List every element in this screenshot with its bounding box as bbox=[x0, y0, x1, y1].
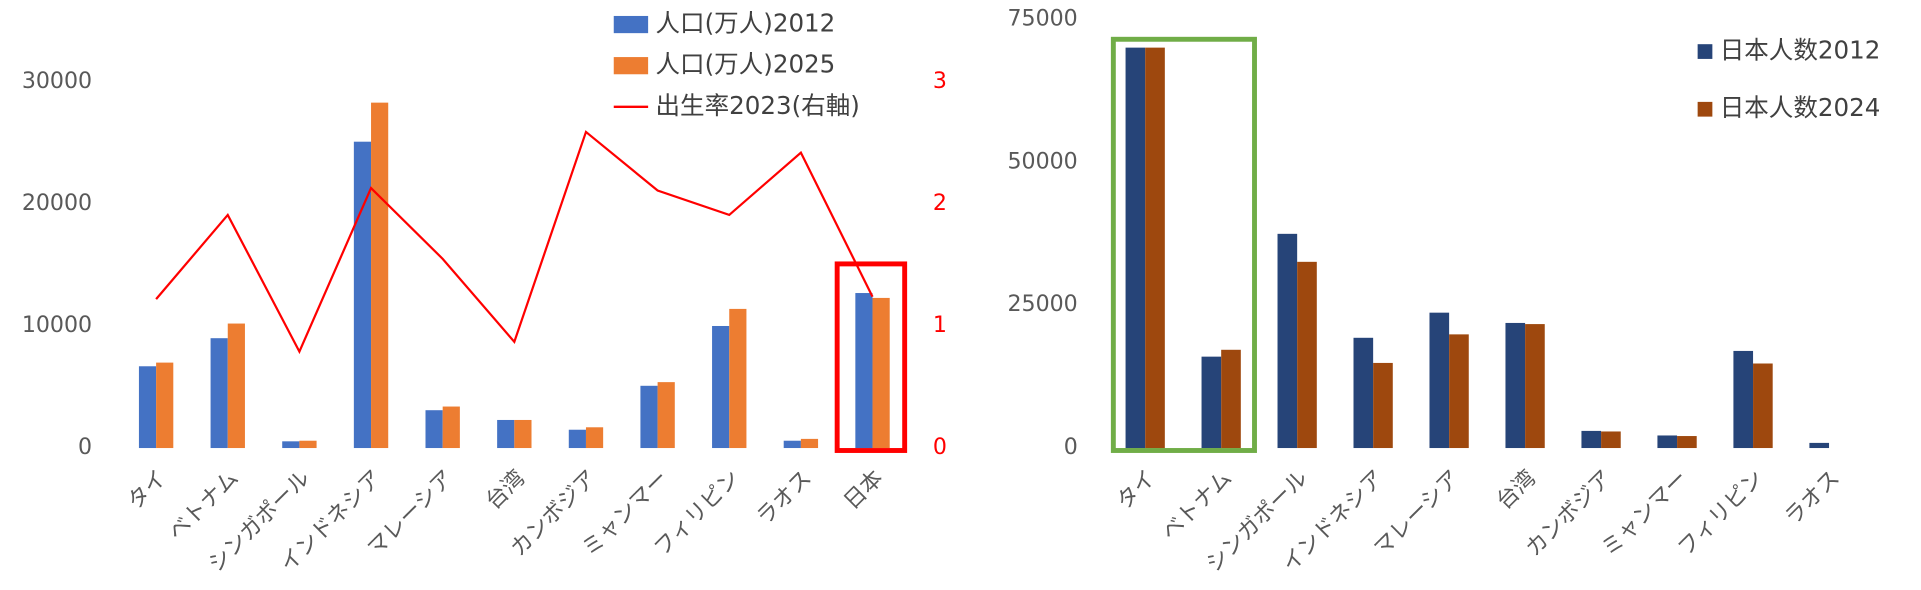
bar bbox=[442, 406, 460, 449]
highlight-box bbox=[834, 261, 908, 453]
bar bbox=[1125, 47, 1146, 449]
y2-tick-label: 1 bbox=[933, 312, 947, 338]
bar bbox=[1201, 356, 1222, 449]
legend-label: 日本人数2012 bbox=[1720, 36, 1881, 65]
legend-swatch bbox=[613, 15, 649, 34]
bar bbox=[1221, 349, 1241, 449]
highlight-box bbox=[1110, 36, 1257, 453]
y2-tick-label: 0 bbox=[933, 434, 947, 460]
line bbox=[155, 130, 874, 355]
x-tick-label: タイ bbox=[122, 465, 172, 515]
bar bbox=[1677, 436, 1697, 449]
bar bbox=[1449, 334, 1469, 449]
bar bbox=[227, 323, 245, 449]
bar bbox=[1277, 233, 1298, 449]
y2-tick-label: 3 bbox=[933, 68, 947, 94]
y-tick-label: 75000 bbox=[1008, 6, 1078, 32]
legend-swatch bbox=[1697, 101, 1713, 117]
bar bbox=[210, 338, 228, 449]
y-tick-label: 30000 bbox=[22, 68, 92, 94]
x-tick-label: ラオス bbox=[1780, 465, 1845, 530]
bar bbox=[729, 308, 747, 449]
bar bbox=[872, 297, 890, 449]
x-tick-label: 日本 bbox=[839, 465, 889, 515]
y-tick-label: 20000 bbox=[22, 190, 92, 216]
x-tick-label: 台湾 bbox=[481, 465, 531, 515]
bar bbox=[1297, 261, 1317, 449]
bar bbox=[138, 366, 157, 449]
y-tick-label: 0 bbox=[1064, 434, 1078, 460]
bar bbox=[640, 385, 658, 449]
bar bbox=[1809, 442, 1830, 449]
y-tick-label: 25000 bbox=[1008, 291, 1078, 317]
bar bbox=[371, 102, 389, 449]
y2-tick-label: 2 bbox=[933, 190, 947, 216]
bar bbox=[657, 382, 675, 449]
y-tick-label: 50000 bbox=[1008, 148, 1078, 174]
legend-swatch bbox=[1697, 44, 1713, 59]
bar bbox=[156, 362, 174, 449]
bar bbox=[1657, 435, 1678, 449]
bar bbox=[497, 419, 515, 449]
bar bbox=[1429, 312, 1450, 449]
bar bbox=[855, 293, 873, 449]
bar bbox=[800, 438, 819, 449]
bar bbox=[353, 141, 372, 449]
bar bbox=[1581, 430, 1602, 449]
bar bbox=[712, 325, 730, 449]
bar bbox=[568, 429, 586, 449]
bar bbox=[1601, 431, 1621, 449]
bar bbox=[1505, 322, 1526, 449]
legend-label: 人口(万人)2012 bbox=[655, 9, 835, 38]
bar bbox=[585, 427, 604, 449]
x-tick-label: 台湾 bbox=[1491, 465, 1541, 515]
charts: 01000020000300000123タイベトナムシンガポールインドネシアマレ… bbox=[22, 6, 1881, 578]
bar bbox=[1373, 362, 1393, 449]
bar bbox=[282, 441, 300, 449]
bar bbox=[299, 440, 317, 449]
x-tick-label: ラオス bbox=[752, 465, 817, 530]
bar bbox=[1733, 350, 1754, 449]
bar bbox=[1753, 363, 1773, 449]
bar bbox=[514, 419, 532, 449]
bar bbox=[783, 440, 801, 449]
bar bbox=[1353, 337, 1374, 449]
bar bbox=[1145, 47, 1165, 449]
bar bbox=[1525, 324, 1545, 449]
legend-label: 人口(万人)2025 bbox=[655, 50, 835, 79]
legend-label: 日本人数2024 bbox=[1720, 93, 1881, 122]
x-tick-label: タイ bbox=[1111, 465, 1161, 515]
bar bbox=[425, 410, 443, 449]
y-tick-label: 0 bbox=[78, 434, 92, 460]
legend-swatch bbox=[613, 57, 649, 75]
legend-label: 出生率2023(右軸) bbox=[655, 91, 859, 120]
y-tick-label: 10000 bbox=[22, 312, 92, 338]
